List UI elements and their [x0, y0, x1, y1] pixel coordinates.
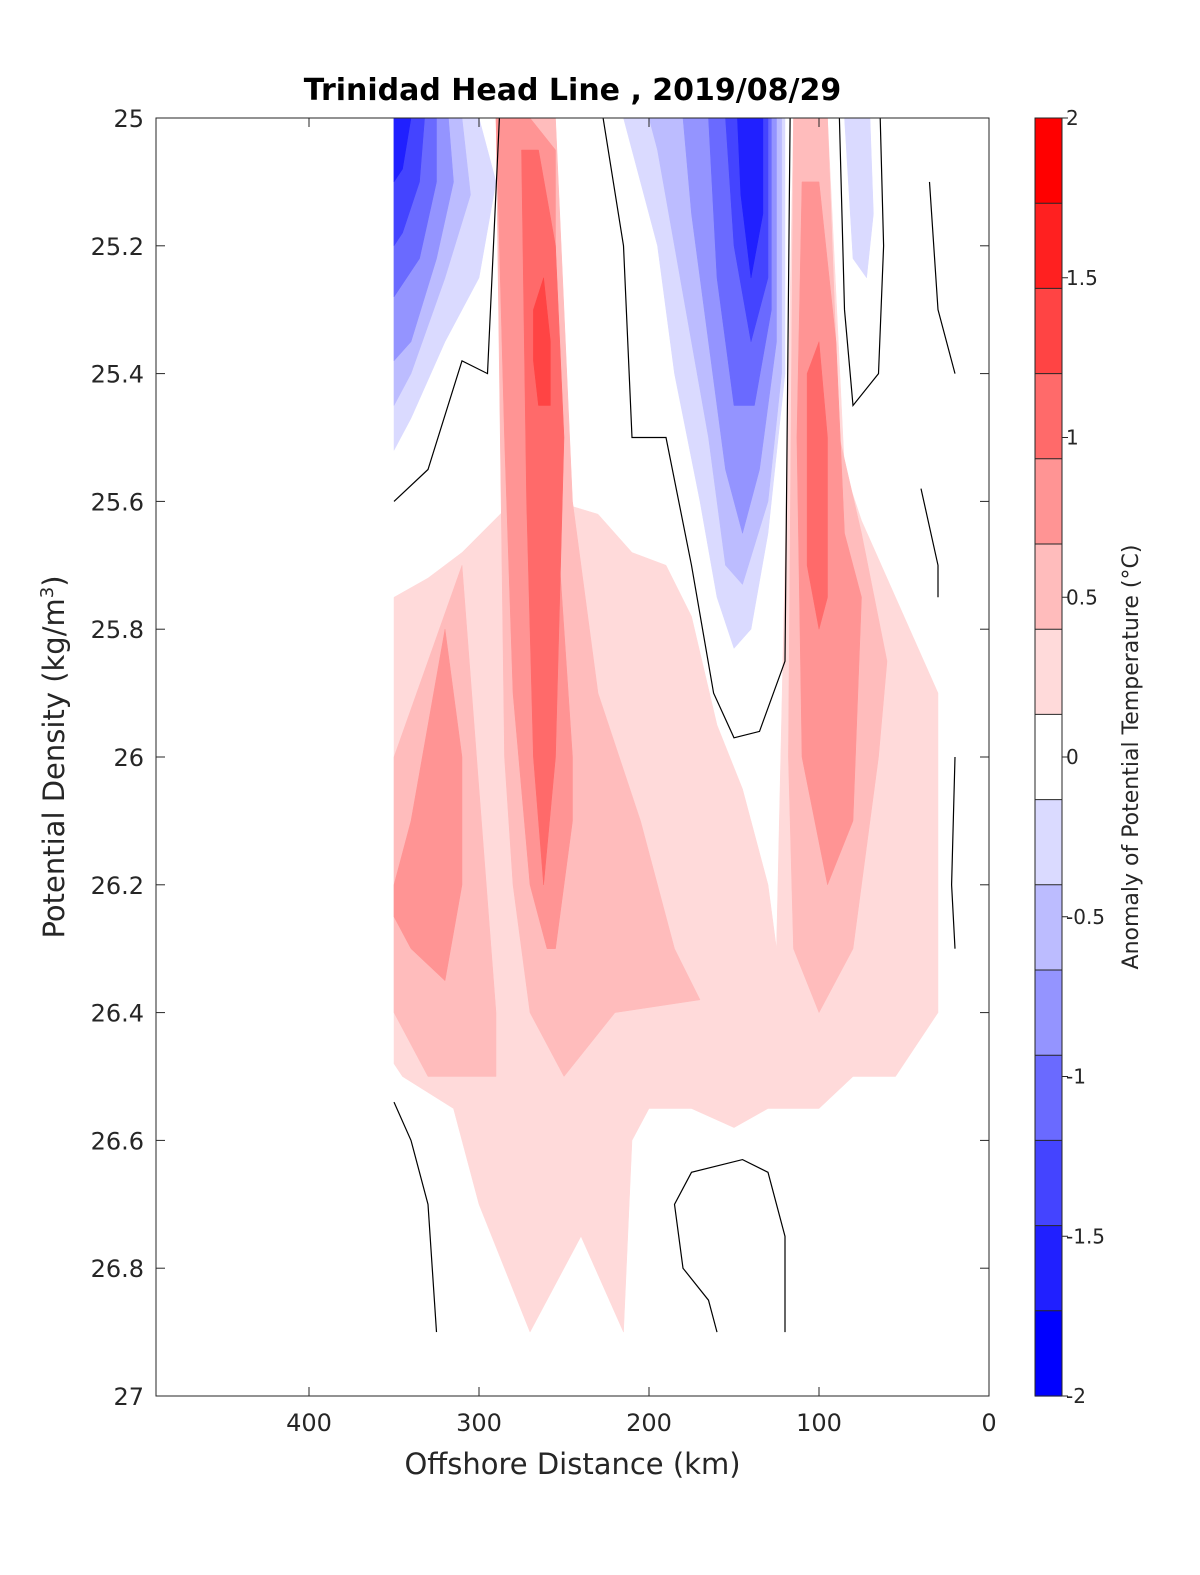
contour-region-22 — [393, 118, 412, 183]
colorbar-swatch — [1035, 458, 1062, 545]
y-axis: 25 25.2 25.4 25.6 25.8 26 26.2 26.4 26.6 26.8 27 — [91, 105, 989, 1411]
contour-region-23 — [737, 118, 764, 278]
contour-region-6 — [393, 629, 463, 982]
colorbar-swatch — [1035, 118, 1062, 204]
contour-region-9 — [806, 341, 828, 630]
zero-contour-line-7 — [950, 756, 956, 949]
contour-region-8 — [521, 149, 565, 885]
colorbar-tick-label: 0 — [1066, 745, 1079, 769]
colorbar-tick-label: -0.5 — [1066, 905, 1105, 929]
y-tick-label: 26.8 — [91, 1255, 144, 1283]
colorbar: 2 1.5 1 0.5 0 -0.5 -1 -1.5 -2 Anomaly of Potenti… — [1034, 106, 1144, 1408]
x-tick-label: 100 — [796, 1409, 842, 1437]
colorbar-tick-label: -2 — [1066, 1384, 1086, 1408]
y-axis-label-superscript: 3 — [37, 587, 58, 598]
y-tick-label: 25.2 — [91, 233, 144, 261]
colorbar-tick-label: -1 — [1066, 1065, 1086, 1089]
y-axis-label-main: Potential Density (kg/m — [37, 598, 71, 938]
y-axis-label-close: ) — [37, 575, 71, 586]
colorbar-tick-label: 2 — [1066, 106, 1079, 130]
colorbar-swatch — [1035, 799, 1062, 886]
colorbar-swatch — [1035, 970, 1062, 1056]
y-axis-label: Potential Density (kg/m3) — [37, 575, 71, 938]
x-axis-label: Offshore Distance (km) — [404, 1447, 740, 1481]
zero-contour-line-3 — [928, 181, 956, 374]
x-tick-label: 400 — [286, 1409, 332, 1437]
colorbar-swatch — [1035, 1310, 1062, 1397]
zero-contour-line-0 — [393, 118, 500, 502]
zero-contour-line-2 — [838, 118, 885, 408]
colorbar-tick-label: -1.5 — [1066, 1224, 1105, 1248]
y-tick-label: 26 — [113, 744, 144, 772]
colorbar-swatch — [1035, 203, 1062, 289]
colorbar-tick-label: 1 — [1066, 426, 1079, 450]
x-tick-label: 300 — [456, 1409, 502, 1437]
colorbar-swatches — [1035, 118, 1062, 1397]
plot-area: 400 300 200 100 0 25 25.2 25.4 25.6 25.8 26 26.2 26… — [91, 105, 997, 1437]
colorbar-swatch — [1035, 1225, 1062, 1312]
y-tick-label: 25.8 — [91, 616, 144, 644]
y-tick-label: 25.4 — [91, 361, 144, 389]
zero-contour-line-5 — [393, 1101, 438, 1333]
contour-region-13 — [844, 118, 874, 279]
x-tick-label: 0 — [981, 1409, 996, 1437]
zero-contour-line-6 — [673, 1158, 786, 1333]
x-axis: 400 300 200 100 0 — [286, 118, 997, 1437]
colorbar-swatch — [1035, 1055, 1062, 1141]
y-tick-label: 26.2 — [91, 872, 144, 900]
y-tick-label: 26.4 — [91, 1000, 144, 1028]
colorbar-swatch — [1035, 884, 1062, 971]
y-tick-label: 25.6 — [91, 488, 144, 516]
contour-fill-layer — [393, 118, 939, 1333]
contour-region-10 — [533, 277, 551, 406]
colorbar-tick-label: 0.5 — [1066, 585, 1098, 609]
chart-title: Trinidad Head Line , 2019/08/29 — [304, 73, 841, 108]
colorbar-ticks: 2 1.5 1 0.5 0 -0.5 -1 -1.5 -2 — [1062, 106, 1105, 1408]
colorbar-label: Anomaly of Potential Temperature (°C) — [1119, 545, 1144, 970]
x-tick-label: 200 — [626, 1409, 672, 1437]
colorbar-swatch — [1035, 629, 1062, 715]
zero-contour-line-1 — [602, 118, 791, 739]
y-tick-label: 25 — [113, 105, 144, 133]
y-tick-label: 26.6 — [91, 1127, 144, 1155]
y-tick-label: 27 — [113, 1383, 144, 1411]
colorbar-swatch — [1035, 714, 1062, 801]
colorbar-tick-label: 1.5 — [1066, 266, 1098, 290]
colorbar-swatch — [1035, 373, 1062, 460]
zero-contour-layer — [393, 118, 956, 1333]
colorbar-swatch — [1035, 288, 1062, 375]
zero-contour-line-4 — [920, 488, 939, 598]
colorbar-swatch — [1035, 1140, 1062, 1227]
colorbar-swatch — [1035, 544, 1062, 630]
